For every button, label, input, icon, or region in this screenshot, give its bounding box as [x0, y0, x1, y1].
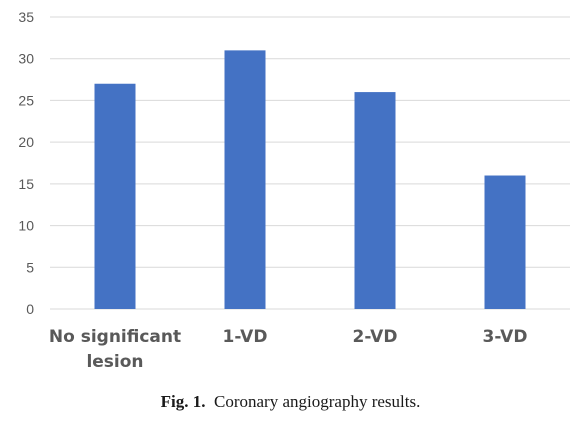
- bars: [94, 50, 526, 309]
- y-tick-label: 25: [18, 92, 34, 108]
- bar-1: [94, 83, 136, 309]
- y-tick-label: 15: [18, 176, 34, 192]
- gridlines: [50, 16, 570, 310]
- figure-caption: Fig. 1. Coronary angiography results.: [0, 392, 581, 412]
- x-category-label: No significant lesion: [49, 327, 181, 372]
- y-tick-label: 30: [18, 51, 34, 67]
- y-tick-label: 0: [26, 301, 34, 317]
- y-tick-label: 20: [18, 134, 34, 150]
- figure-caption-text: Coronary angiography results.: [214, 392, 421, 411]
- x-axis-category-labels: No significant lesion 1-VD 2-VD 3-VD: [49, 327, 528, 372]
- x-category-label: 2-VD: [353, 327, 398, 347]
- bar-2: [224, 50, 266, 309]
- figure-caption-label: Fig. 1.: [160, 392, 206, 411]
- y-tick-label: 5: [26, 259, 34, 275]
- bar-4: [484, 175, 526, 309]
- y-axis-tick-labels: 0 5 10 15 20 25 30 35: [18, 9, 34, 317]
- bar-3: [354, 92, 396, 309]
- y-tick-label: 10: [18, 218, 34, 234]
- x-category-label: 3-VD: [483, 327, 528, 347]
- bar-chart: 0 5 10 15 20 25 30 35 No significant lesion 1-VD 2…: [18, 9, 570, 372]
- x-category-label: 1-VD: [223, 327, 268, 347]
- y-tick-label: 35: [18, 9, 34, 25]
